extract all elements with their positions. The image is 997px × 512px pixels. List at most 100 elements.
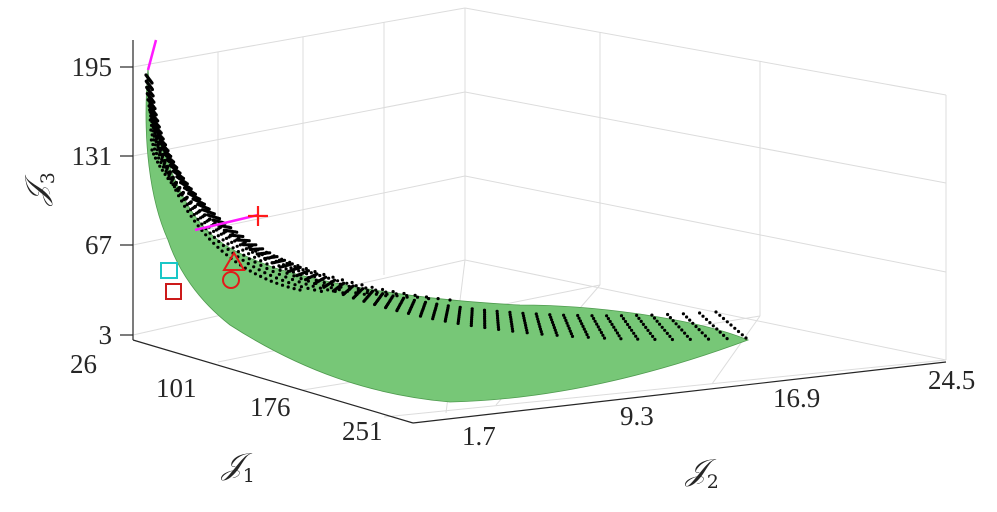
pareto-point bbox=[284, 275, 288, 279]
pareto-point bbox=[293, 283, 297, 287]
pareto-point bbox=[581, 324, 585, 328]
pareto-point bbox=[147, 98, 151, 102]
pareto-point bbox=[160, 157, 164, 162]
pareto-point bbox=[147, 88, 151, 92]
pareto-point bbox=[315, 272, 319, 276]
pareto-point bbox=[153, 107, 157, 111]
pareto-point bbox=[270, 261, 274, 265]
y-tick-label: 9.3 bbox=[620, 401, 654, 431]
pareto-point bbox=[548, 313, 552, 317]
triangle-marker bbox=[222, 251, 246, 271]
pareto-point bbox=[605, 314, 609, 318]
pareto-point bbox=[212, 235, 216, 239]
pareto-point bbox=[483, 315, 487, 319]
pareto-point bbox=[280, 283, 285, 287]
pareto-point bbox=[345, 289, 350, 293]
z-tick-label: 3 bbox=[99, 320, 113, 350]
pareto-point bbox=[153, 147, 157, 151]
pareto-point bbox=[660, 325, 664, 329]
pareto-point bbox=[212, 212, 216, 216]
pareto-point bbox=[252, 265, 256, 269]
pareto-point bbox=[338, 282, 342, 286]
pareto-point bbox=[148, 102, 152, 106]
pareto-point bbox=[621, 317, 626, 321]
pareto-point bbox=[535, 314, 539, 319]
pareto-point bbox=[521, 314, 526, 318]
pareto-point bbox=[304, 282, 308, 286]
pareto-point bbox=[263, 257, 267, 261]
pareto-point bbox=[677, 325, 681, 329]
pareto-point bbox=[635, 313, 639, 317]
pareto-point bbox=[306, 276, 311, 280]
pareto-point bbox=[306, 286, 310, 290]
pareto-point bbox=[525, 328, 529, 332]
y-tick-labels: 1.7 9.3 16.9 24.5 bbox=[462, 365, 975, 451]
pareto-point bbox=[163, 143, 168, 147]
pareto-point bbox=[253, 272, 257, 276]
pareto-point bbox=[628, 325, 632, 329]
pareto-point bbox=[157, 125, 161, 129]
pareto-point bbox=[540, 332, 544, 336]
pareto-point bbox=[146, 78, 150, 82]
pareto-point bbox=[235, 244, 239, 248]
pareto-point bbox=[740, 333, 744, 337]
pareto-point bbox=[524, 326, 528, 330]
pareto-point bbox=[698, 311, 702, 315]
pareto-point bbox=[681, 312, 686, 316]
pareto-point bbox=[267, 256, 271, 260]
pareto-point bbox=[268, 251, 272, 255]
pareto-point bbox=[729, 323, 733, 327]
pareto-point bbox=[522, 318, 527, 323]
pareto-point bbox=[610, 322, 614, 326]
circle-marker bbox=[222, 271, 240, 289]
pareto-point bbox=[634, 334, 638, 338]
pareto-point bbox=[277, 272, 281, 276]
pareto-point bbox=[246, 262, 250, 266]
pareto-point bbox=[292, 274, 296, 278]
pareto-point bbox=[259, 263, 263, 267]
pareto-point bbox=[167, 174, 171, 178]
pareto-point bbox=[160, 168, 164, 172]
pareto-point bbox=[185, 182, 189, 186]
pareto-point bbox=[172, 185, 177, 189]
pareto-point bbox=[446, 304, 450, 308]
pareto-point bbox=[189, 187, 193, 191]
pareto-point bbox=[314, 281, 318, 285]
pareto-point bbox=[163, 172, 167, 176]
pareto-point bbox=[193, 205, 197, 209]
pareto-point bbox=[718, 330, 722, 334]
pareto-point bbox=[241, 258, 245, 262]
pareto-point bbox=[510, 322, 514, 326]
pareto-point bbox=[342, 281, 346, 285]
pareto-point bbox=[350, 280, 354, 285]
pareto-point bbox=[623, 319, 628, 324]
axes-lines bbox=[120, 40, 947, 424]
pareto-point bbox=[711, 324, 715, 328]
pareto-point bbox=[630, 328, 634, 332]
pareto-point bbox=[736, 329, 741, 334]
pareto-point bbox=[663, 328, 667, 332]
pareto-point bbox=[553, 328, 557, 332]
pareto-point bbox=[497, 327, 501, 331]
pareto-point bbox=[156, 160, 160, 164]
pareto-point bbox=[482, 308, 487, 312]
pareto-point bbox=[495, 312, 499, 316]
z-axis-label: 𝒥3 bbox=[19, 172, 59, 207]
pareto-point bbox=[554, 331, 558, 335]
pareto-point bbox=[221, 238, 225, 242]
pareto-point bbox=[582, 327, 586, 331]
pareto-point bbox=[394, 292, 398, 296]
pareto-point bbox=[510, 327, 514, 331]
pareto-point bbox=[219, 225, 223, 229]
pareto-point bbox=[150, 87, 154, 92]
pareto-point bbox=[329, 286, 333, 290]
pareto-point bbox=[592, 316, 596, 321]
pareto-point bbox=[525, 331, 529, 335]
pareto-point bbox=[281, 278, 285, 282]
pareto-point bbox=[220, 249, 224, 253]
pareto-point bbox=[264, 250, 269, 254]
pareto-point bbox=[149, 128, 153, 132]
z-tick-labels: 195 131 67 3 bbox=[72, 52, 113, 350]
y-tick-label: 1.7 bbox=[462, 421, 496, 451]
